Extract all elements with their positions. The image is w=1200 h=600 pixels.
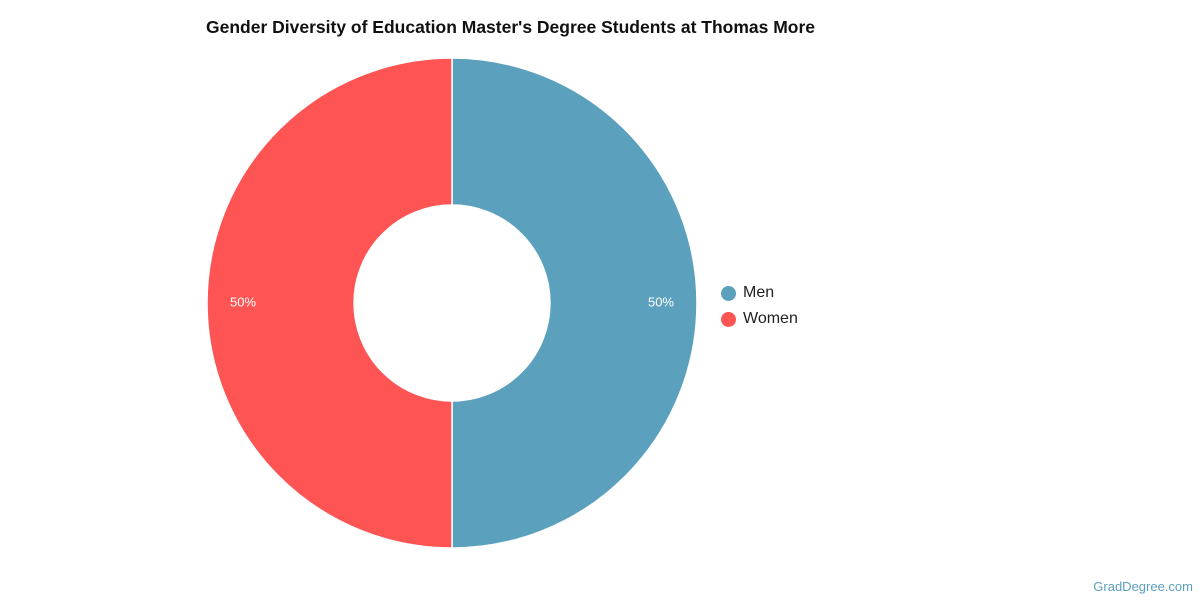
slice-value-label-men: 50% xyxy=(648,294,674,309)
donut-slice-men[interactable] xyxy=(451,57,698,549)
chart-title: Gender Diversity of Education Master's D… xyxy=(206,17,816,37)
legend-swatch-icon xyxy=(721,311,736,327)
legend-label: Men xyxy=(743,284,775,301)
watermark-link[interactable]: GradDegree.com xyxy=(1093,579,1193,594)
legend-item-men[interactable]: Men xyxy=(721,280,798,306)
legend-swatch-icon xyxy=(721,285,736,301)
chart-legend: Men Women xyxy=(721,280,798,332)
legend-label: Women xyxy=(743,310,798,327)
donut-slice-women[interactable] xyxy=(206,57,453,549)
legend-item-women[interactable]: Women xyxy=(721,306,798,332)
slice-value-label-women: 50% xyxy=(230,294,256,309)
